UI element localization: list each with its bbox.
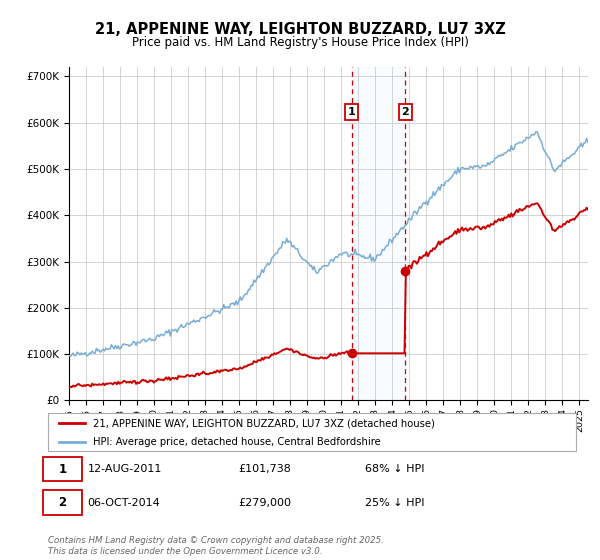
Text: £279,000: £279,000 — [238, 497, 291, 507]
Text: Price paid vs. HM Land Registry's House Price Index (HPI): Price paid vs. HM Land Registry's House … — [131, 36, 469, 49]
Text: 68% ↓ HPI: 68% ↓ HPI — [365, 464, 424, 474]
FancyBboxPatch shape — [43, 457, 82, 481]
FancyBboxPatch shape — [43, 491, 82, 515]
Text: 2: 2 — [401, 107, 409, 117]
Text: 2: 2 — [58, 496, 67, 509]
Text: 21, APPENINE WAY, LEIGHTON BUZZARD, LU7 3XZ (detached house): 21, APPENINE WAY, LEIGHTON BUZZARD, LU7 … — [93, 418, 435, 428]
FancyBboxPatch shape — [48, 413, 576, 451]
Text: 21, APPENINE WAY, LEIGHTON BUZZARD, LU7 3XZ: 21, APPENINE WAY, LEIGHTON BUZZARD, LU7 … — [95, 22, 505, 38]
Text: 06-OCT-2014: 06-OCT-2014 — [88, 497, 160, 507]
Text: 25% ↓ HPI: 25% ↓ HPI — [365, 497, 424, 507]
Text: 1: 1 — [58, 463, 67, 475]
Text: £101,738: £101,738 — [238, 464, 291, 474]
Text: 12-AUG-2011: 12-AUG-2011 — [88, 464, 162, 474]
Bar — [352, 67, 406, 400]
Text: Contains HM Land Registry data © Crown copyright and database right 2025.
This d: Contains HM Land Registry data © Crown c… — [48, 536, 384, 556]
Text: 1: 1 — [348, 107, 356, 117]
Text: HPI: Average price, detached house, Central Bedfordshire: HPI: Average price, detached house, Cent… — [93, 437, 380, 447]
